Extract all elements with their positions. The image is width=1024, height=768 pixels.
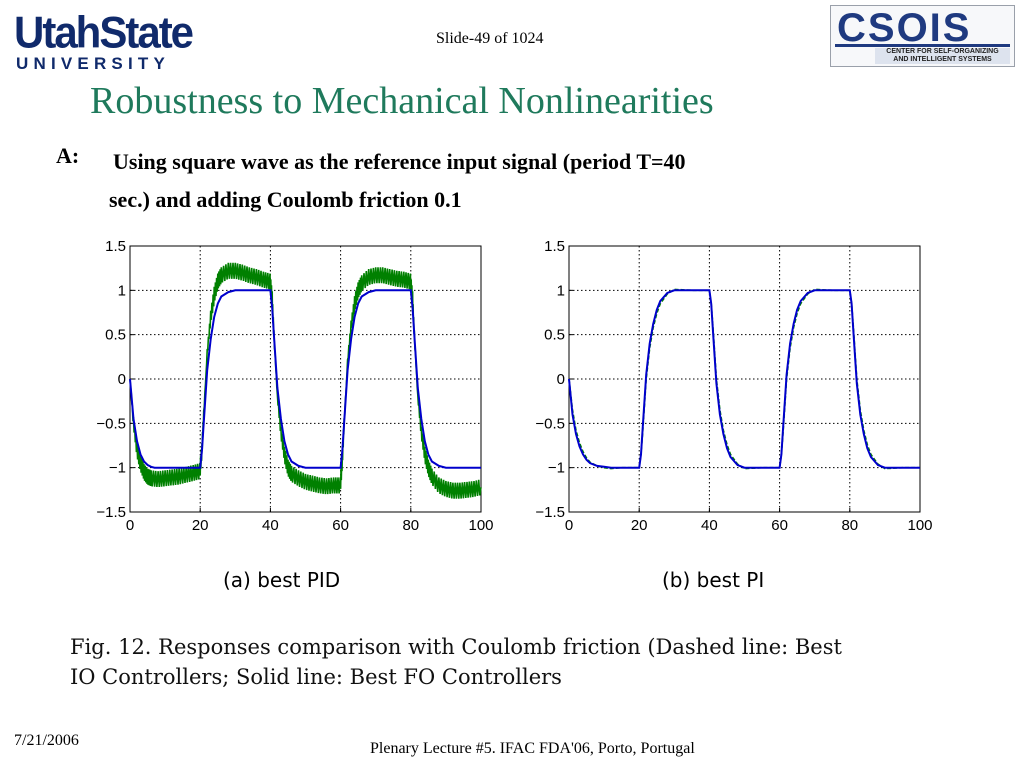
csois-logo: CSOIS CENTER FOR SELF-ORGANIZING AND INT… xyxy=(830,5,1015,67)
y-tick-label: 0 xyxy=(557,371,565,388)
y-tick-label: −1 xyxy=(548,460,565,477)
chart-best-pi: 0 20 40 60 80 100 1.5 1 0.5 0 −0.5 −1 −1.5 xyxy=(535,238,932,534)
x-tick-label: 60 xyxy=(332,517,349,534)
x-tick-label: 20 xyxy=(631,517,648,534)
y-tick-label: 0 xyxy=(118,371,126,388)
x-tick-label: 40 xyxy=(701,517,718,534)
item-label: A: xyxy=(56,143,80,168)
logo-utahstate-text: UtahState xyxy=(14,7,194,58)
y-tick-label: 0.5 xyxy=(105,327,126,344)
footer-date: 7/21/2006 xyxy=(14,732,79,749)
y-tick-label: −1.5 xyxy=(535,504,565,521)
slide-number: Slide-49 of 1024 xyxy=(436,30,544,47)
series-solid-line xyxy=(568,289,920,469)
logo-csois-text: CSOIS xyxy=(837,6,972,50)
x-tick-label: 0 xyxy=(126,517,134,534)
series-solid-line xyxy=(129,289,481,469)
y-tick-label: 1.5 xyxy=(105,238,126,255)
item-text-line-1: Using square wave as the reference input… xyxy=(113,149,686,174)
item-text-line-2: sec.) and adding Coulomb friction 0.1 xyxy=(109,187,462,212)
x-tick-label: 100 xyxy=(907,517,932,534)
x-tick-label: 60 xyxy=(771,517,788,534)
logo-university-text: UNIVERSITY xyxy=(16,54,171,73)
y-tick-label: 0.5 xyxy=(544,327,565,344)
item-text: Using square wave as the reference input… xyxy=(109,143,903,219)
figure-caption: Fig. 12. Responses comparison with Coulo… xyxy=(70,632,1000,692)
chart-best-pid: 0 20 40 60 80 100 1.5 1 0.5 0 −0.5 −1 −1.5 xyxy=(96,238,493,534)
slide-title: Robustness to Mechanical Nonlinearities xyxy=(90,80,714,122)
x-tick-label: 40 xyxy=(262,517,279,534)
series-dashed-line xyxy=(129,262,482,499)
x-tick-label: 100 xyxy=(468,517,493,534)
logo-csois-subtitle: CENTER FOR SELF-ORGANIZING AND INTELLIGE… xyxy=(875,48,1010,64)
x-tick-label: 20 xyxy=(192,517,209,534)
footer-text: Plenary Lecture #5. IFAC FDA'06, Porto, … xyxy=(370,740,695,757)
figure-caption-line-2: IO Controllers; Solid line: Best FO Cont… xyxy=(70,665,562,689)
chart-caption-b: (b) best PI xyxy=(662,568,765,592)
y-tick-label: −0.5 xyxy=(535,415,565,432)
y-tick-label: −1 xyxy=(109,460,126,477)
y-tick-label: 1.5 xyxy=(544,238,565,255)
figure-caption-line-1: Fig. 12. Responses comparison with Coulo… xyxy=(70,635,842,659)
y-tick-label: 1 xyxy=(557,282,565,299)
x-tick-label: 80 xyxy=(841,517,858,534)
x-tick-label: 80 xyxy=(402,517,419,534)
y-tick-label: −0.5 xyxy=(96,415,126,432)
y-tick-label: 1 xyxy=(118,282,126,299)
logo-divider xyxy=(835,44,1010,47)
x-tick-label: 0 xyxy=(565,517,573,534)
utah-state-logo: UtahState UNIVERSITY xyxy=(14,7,200,73)
chart-caption-a: (a) best PID xyxy=(223,568,341,592)
y-tick-label: −1.5 xyxy=(96,504,126,521)
